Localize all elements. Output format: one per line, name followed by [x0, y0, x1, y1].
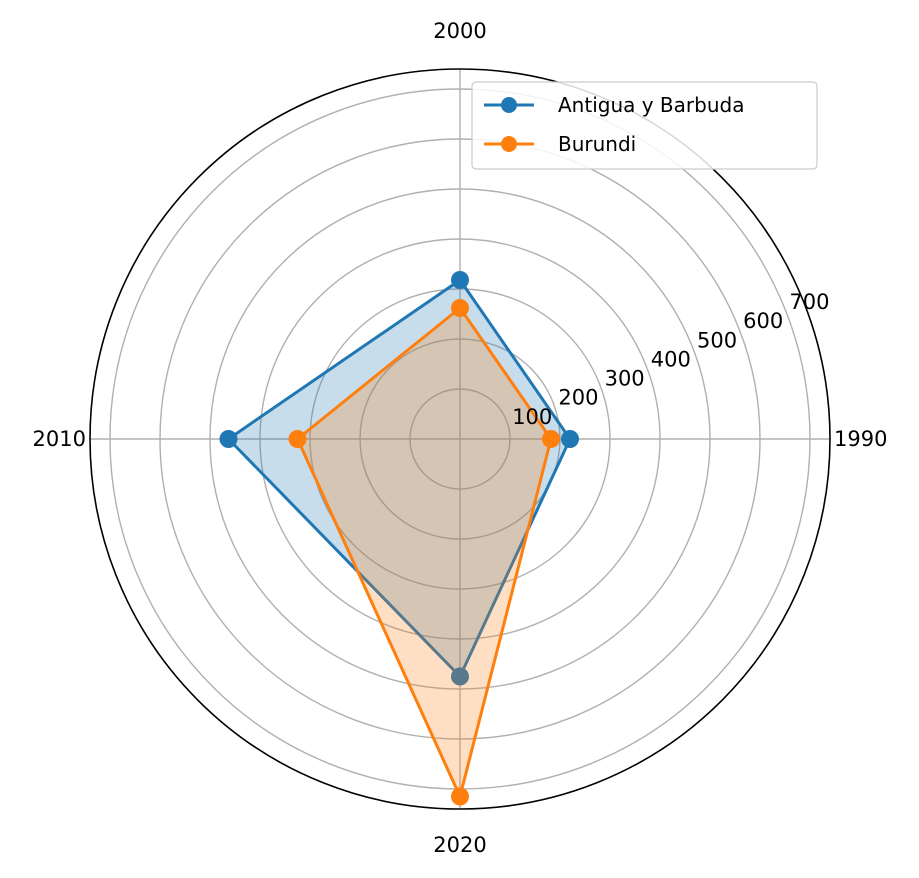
tick-label-300: 300 [605, 367, 645, 391]
category-label-2010: 2010 [33, 427, 86, 451]
category-label-1990: 1990 [834, 427, 887, 451]
category-label-2000: 2000 [433, 19, 486, 43]
legend-label-0: Antigua y Barbuda [558, 93, 744, 117]
tick-label-100: 100 [512, 405, 552, 429]
legend-marker-0 [501, 97, 517, 113]
point-0-2020 [451, 667, 469, 686]
tick-label-600: 600 [743, 309, 783, 333]
tick-label-400: 400 [651, 347, 691, 371]
category-label-2020: 2020 [433, 833, 486, 857]
legend-marker-1 [501, 136, 517, 152]
point-0-2000 [451, 271, 469, 289]
series-fill-0 [228, 280, 570, 677]
tick-label-500: 500 [697, 328, 737, 352]
tick-label-700: 700 [789, 290, 829, 314]
grid [89, 68, 831, 810]
legend: Antigua y Barbuda Burundi [471, 81, 818, 170]
series-layer [219, 271, 579, 806]
point-1-2020 [451, 787, 469, 806]
legend-box [471, 81, 818, 170]
legend-label-1: Burundi [558, 132, 636, 156]
point-0-1990 [561, 430, 579, 448]
outer-frame [89, 68, 831, 810]
tick-label-200: 200 [558, 386, 598, 410]
series-fill-1 [297, 308, 551, 797]
point-1-2000 [451, 299, 469, 317]
point-1-2010 [288, 430, 307, 448]
point-0-2010 [219, 430, 238, 448]
point-1-1990 [542, 430, 560, 448]
